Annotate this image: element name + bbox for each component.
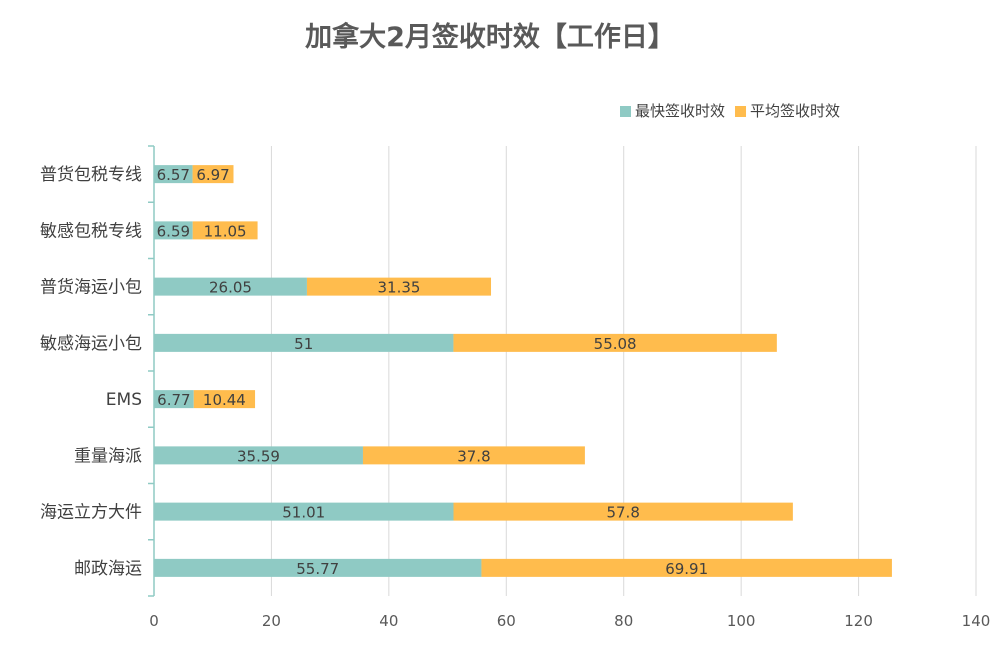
bar-segment [481, 558, 892, 577]
bar-segment [154, 165, 193, 184]
data-label: 10.44 [203, 391, 246, 409]
category-label: 邮政海运 [74, 559, 142, 579]
category-label: 普货海运小包 [40, 278, 142, 298]
data-label: 26.05 [209, 279, 252, 297]
data-label: 6.57 [157, 166, 190, 184]
bar-segment [154, 558, 482, 577]
data-label: 69.91 [665, 560, 708, 578]
legend: 最快签收时效 平均签收时效 [620, 102, 840, 120]
bar-segment [306, 277, 492, 296]
category-label: 敏感包税专线 [40, 221, 142, 241]
x-tick-label: 100 [727, 612, 756, 630]
category-label: 海运立方大件 [40, 503, 142, 523]
data-label: 55.77 [296, 560, 339, 578]
bar-segment [192, 221, 258, 240]
category-label: 普货包税专线 [40, 165, 142, 185]
bars [154, 165, 892, 577]
x-tick-label: 80 [614, 612, 633, 630]
data-label: 31.35 [378, 279, 421, 297]
bar-segment [154, 390, 194, 409]
category-label: 敏感海运小包 [40, 334, 142, 354]
axes: 0 20 40 60 80 100 120 140 普货包税专线敏感包税专线普货海运小包敏感海运… [40, 145, 991, 630]
legend-label: 平均签收时效 [750, 102, 840, 120]
x-tick-label: 140 [962, 612, 991, 630]
bar-segment [362, 446, 585, 465]
data-label: 35.59 [237, 447, 280, 465]
data-label: 51 [294, 335, 313, 353]
category-label: EMS [106, 390, 142, 410]
bar-segment [192, 165, 234, 184]
data-label: 51.01 [282, 504, 325, 522]
bar-segment [154, 277, 307, 296]
legend-label: 最快签收时效 [635, 102, 725, 120]
chart-title: 加拿大2月签收时效【工作日】 [305, 21, 675, 53]
bar-segment [154, 446, 363, 465]
bar-segment [154, 333, 454, 352]
legend-swatch [735, 106, 747, 117]
x-tick-label: 120 [844, 612, 873, 630]
bar-segment [154, 221, 193, 240]
data-labels: 6.57 6.97 6.59 11.05 26.05 31.35 51 55.08 6.77 10… [157, 166, 709, 578]
legend-swatch [620, 106, 631, 117]
x-tick-label: 40 [379, 612, 398, 630]
grid-lines [270, 146, 977, 596]
bar-segment [453, 333, 777, 352]
bar-segment [154, 502, 454, 521]
data-label: 11.05 [204, 222, 247, 240]
data-label: 6.77 [157, 391, 190, 409]
x-tick-label: 60 [497, 612, 516, 630]
bar-segment [453, 502, 793, 521]
data-label: 6.59 [157, 222, 190, 240]
x-tick-label: 0 [149, 612, 159, 630]
data-label: 37.8 [457, 447, 490, 465]
data-label: 55.08 [594, 335, 637, 353]
category-label: 重量海派 [74, 446, 142, 466]
data-label: 57.8 [606, 504, 639, 522]
data-label: 6.97 [196, 166, 229, 184]
bar-segment [193, 390, 256, 409]
x-tick-label: 20 [262, 612, 281, 630]
